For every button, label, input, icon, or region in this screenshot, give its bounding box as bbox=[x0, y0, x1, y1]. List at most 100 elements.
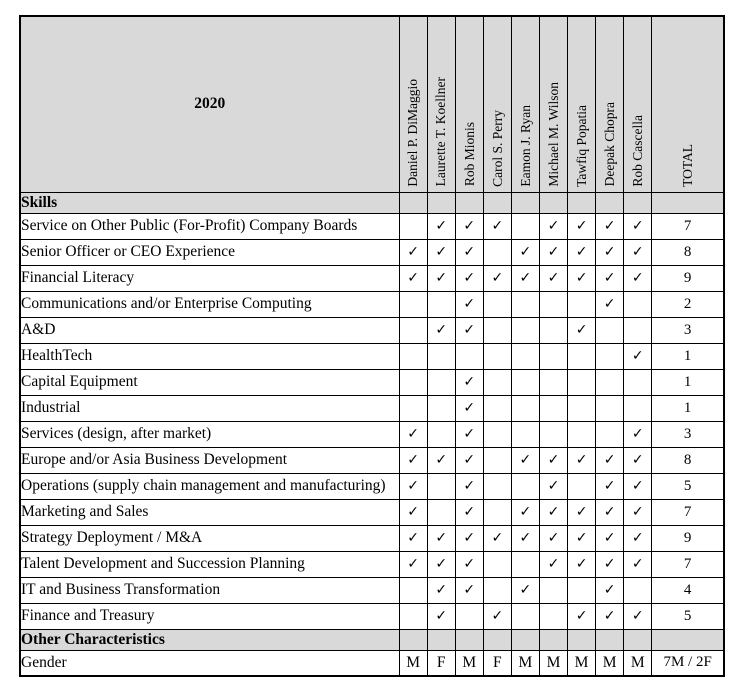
empty-cell bbox=[398, 212, 428, 240]
section-header-row: Skills bbox=[19, 191, 725, 214]
check-mark-cell: ✓ bbox=[567, 550, 597, 578]
value-cell: F bbox=[426, 649, 456, 677]
empty-cell bbox=[510, 368, 540, 396]
check-mark-cell: ✓ bbox=[482, 212, 512, 240]
empty-cell bbox=[510, 550, 540, 578]
table-row: Senior Officer or CEO Experience ✓ ✓ ✓ ✓ ✓ ✓ ✓ ✓… bbox=[19, 238, 725, 266]
section-empty-cell bbox=[398, 628, 428, 651]
check-mark-cell: ✓ bbox=[595, 264, 625, 292]
check-mark-cell: ✓ bbox=[510, 238, 540, 266]
check-mark-cell: ✓ bbox=[567, 602, 597, 630]
empty-cell bbox=[567, 420, 597, 448]
document-page: 2020 Daniel P. DiMaggio Laurette T. Koel… bbox=[19, 15, 725, 677]
check-mark-cell: ✓ bbox=[595, 576, 625, 604]
table-row: Capital Equipment ✓ 1 bbox=[19, 368, 725, 396]
check-mark-cell: ✓ bbox=[398, 264, 428, 292]
column-header-director: Rob Cascella bbox=[623, 15, 653, 193]
section-empty-cell bbox=[623, 628, 653, 651]
check-mark-cell: ✓ bbox=[398, 550, 428, 578]
check-mark-cell: ✓ bbox=[538, 498, 569, 526]
row-label: Communications and/or Enterprise Computi… bbox=[19, 290, 400, 318]
empty-cell bbox=[482, 472, 512, 500]
value-cell: M bbox=[595, 649, 625, 677]
empty-cell bbox=[426, 498, 456, 526]
empty-cell bbox=[482, 368, 512, 396]
empty-cell bbox=[567, 368, 597, 396]
empty-cell bbox=[538, 316, 569, 344]
empty-cell bbox=[482, 446, 512, 474]
section-empty-cell bbox=[426, 191, 456, 214]
empty-cell bbox=[482, 238, 512, 266]
row-label: Operations (supply chain management and … bbox=[19, 472, 400, 500]
check-mark-cell: ✓ bbox=[454, 498, 484, 526]
empty-cell bbox=[426, 394, 456, 422]
empty-cell bbox=[482, 576, 512, 604]
check-mark-cell: ✓ bbox=[538, 264, 569, 292]
section-empty-cell bbox=[482, 628, 512, 651]
empty-cell bbox=[510, 394, 540, 422]
value-cell: M bbox=[538, 649, 569, 677]
total-cell: 3 bbox=[651, 316, 725, 344]
column-header-director: Rob Mionis bbox=[454, 15, 484, 193]
value-cell: F bbox=[482, 649, 512, 677]
total-header-label: TOTAL bbox=[679, 143, 695, 187]
table-row: Marketing and Sales ✓ ✓ ✓ ✓ ✓ ✓ ✓ 7 bbox=[19, 498, 725, 526]
director-name: Tawfiq Popatia bbox=[573, 104, 589, 187]
check-mark-cell: ✓ bbox=[510, 498, 540, 526]
table-row: HealthTech ✓ 1 bbox=[19, 342, 725, 370]
director-name: Carol S. Perry bbox=[489, 109, 505, 187]
table-row: Talent Development and Succession Planni… bbox=[19, 550, 725, 578]
check-mark-cell: ✓ bbox=[595, 524, 625, 552]
check-mark-cell: ✓ bbox=[454, 524, 484, 552]
check-mark-cell: ✓ bbox=[482, 264, 512, 292]
check-mark-cell: ✓ bbox=[623, 264, 653, 292]
check-mark-cell: ✓ bbox=[595, 550, 625, 578]
check-mark-cell: ✓ bbox=[398, 498, 428, 526]
empty-cell bbox=[482, 420, 512, 448]
table-row: Gender M F M F M M M M M 7M / 2F bbox=[19, 649, 725, 677]
director-name: Laurette T. Koellner bbox=[433, 77, 449, 187]
check-mark-cell: ✓ bbox=[567, 238, 597, 266]
check-mark-cell: ✓ bbox=[398, 446, 428, 474]
check-mark-cell: ✓ bbox=[426, 576, 456, 604]
check-mark-cell: ✓ bbox=[482, 602, 512, 630]
total-cell: 9 bbox=[651, 524, 725, 552]
empty-cell bbox=[510, 316, 540, 344]
check-mark-cell: ✓ bbox=[510, 446, 540, 474]
skills-matrix-table: 2020 Daniel P. DiMaggio Laurette T. Koel… bbox=[19, 15, 725, 677]
check-mark-cell: ✓ bbox=[567, 212, 597, 240]
check-mark-cell: ✓ bbox=[454, 472, 484, 500]
table-row: Services (design, after market) ✓ ✓ ✓ 3 bbox=[19, 420, 725, 448]
empty-cell bbox=[567, 472, 597, 500]
section-empty-cell bbox=[651, 628, 725, 651]
check-mark-cell: ✓ bbox=[454, 290, 484, 318]
row-label: Industrial bbox=[19, 394, 400, 422]
empty-cell bbox=[398, 368, 428, 396]
check-mark-cell: ✓ bbox=[510, 524, 540, 552]
value-cell: M bbox=[567, 649, 597, 677]
check-mark-cell: ✓ bbox=[623, 602, 653, 630]
row-label: Gender bbox=[19, 649, 400, 677]
check-mark-cell: ✓ bbox=[510, 264, 540, 292]
check-mark-cell: ✓ bbox=[623, 342, 653, 370]
section-empty-cell bbox=[623, 191, 653, 214]
check-mark-cell: ✓ bbox=[567, 524, 597, 552]
section-empty-cell bbox=[595, 628, 625, 651]
row-label: Capital Equipment bbox=[19, 368, 400, 396]
empty-cell bbox=[623, 368, 653, 396]
empty-cell bbox=[482, 290, 512, 318]
section-empty-cell bbox=[567, 628, 597, 651]
section-empty-cell bbox=[510, 628, 540, 651]
check-mark-cell: ✓ bbox=[454, 264, 484, 292]
empty-cell bbox=[454, 342, 484, 370]
check-mark-cell: ✓ bbox=[454, 394, 484, 422]
empty-cell bbox=[595, 342, 625, 370]
table-row: Service on Other Public (For-Profit) Com… bbox=[19, 212, 725, 240]
empty-cell bbox=[538, 368, 569, 396]
check-mark-cell: ✓ bbox=[538, 472, 569, 500]
value-cell: M bbox=[510, 649, 540, 677]
empty-cell bbox=[426, 420, 456, 448]
empty-cell bbox=[595, 316, 625, 344]
check-mark-cell: ✓ bbox=[454, 316, 484, 344]
total-cell: 5 bbox=[651, 602, 725, 630]
